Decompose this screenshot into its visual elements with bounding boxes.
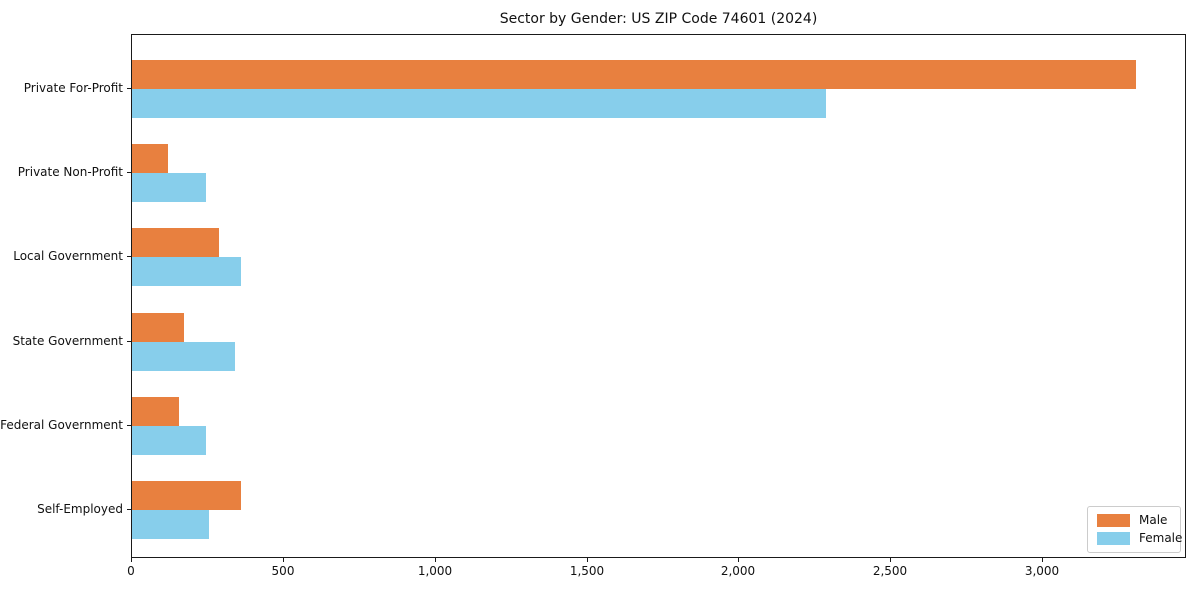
x-tick-label-3-000: 3,000 xyxy=(1024,564,1060,578)
y-axis-label-private-for-profit: Private For-Profit xyxy=(23,81,123,95)
x-tick-mark xyxy=(435,558,436,562)
legend: Male Female xyxy=(1087,506,1182,553)
y-tick-mark xyxy=(127,509,131,510)
bar-male-federal-government xyxy=(132,396,179,426)
y-axis-label-state-government: State Government xyxy=(12,333,123,348)
x-tick-label-1-000: 1,000 xyxy=(417,564,453,578)
y-tick-mark xyxy=(127,424,131,426)
bar-female-state-government xyxy=(132,341,235,371)
x-tick-mark xyxy=(738,558,739,562)
y-axis-label-federal-government: Federal Government xyxy=(0,417,123,432)
x-tick-mark xyxy=(890,558,891,562)
y-axis-label-private-non-profit: Private Non-Profit xyxy=(17,165,123,180)
x-tick-mark xyxy=(587,558,588,562)
x-tick-label-2-500: 2,500 xyxy=(872,564,908,578)
x-tick-mark xyxy=(131,558,132,562)
x-tick-mark xyxy=(283,558,284,562)
y-tick-mark xyxy=(127,256,131,258)
bar-male-self-employed xyxy=(132,481,241,510)
y-axis-label-local-government: Local Government xyxy=(13,249,123,264)
y-tick-mark xyxy=(127,88,131,89)
y-axis-label-self-employed: Self-Employed xyxy=(37,502,123,516)
chart-title: Sector by Gender: US ZIP Code 74601 (202… xyxy=(499,11,818,27)
bar-female-private-non-profit xyxy=(132,173,206,203)
plot-area xyxy=(131,34,1186,558)
bar-male-private-for-profit xyxy=(132,60,1136,89)
bar-female-federal-government xyxy=(132,425,206,455)
y-tick-mark xyxy=(127,340,131,342)
legend-swatch-male xyxy=(1097,514,1130,527)
x-tick-label-1-500: 1,500 xyxy=(569,564,605,578)
bar-female-self-employed xyxy=(132,510,209,539)
x-tick-label-0: 0 xyxy=(127,564,135,578)
legend-item-female: Female xyxy=(1097,532,1182,545)
bar-female-private-for-profit xyxy=(132,89,826,118)
x-tick-label-2-000: 2,000 xyxy=(720,564,756,578)
legend-item-male: Male xyxy=(1097,514,1172,527)
bar-male-private-non-profit xyxy=(132,144,168,174)
bar-female-local-government xyxy=(132,257,241,287)
bar-male-state-government xyxy=(132,312,184,342)
legend-swatch-female xyxy=(1097,532,1130,545)
legend-label-male: Male xyxy=(1139,513,1168,527)
bar-male-local-government xyxy=(132,228,219,258)
legend-label-female: Female xyxy=(1139,531,1183,545)
y-tick-mark xyxy=(127,172,131,174)
x-tick-label-500: 500 xyxy=(271,564,295,578)
x-tick-mark xyxy=(1042,558,1043,562)
